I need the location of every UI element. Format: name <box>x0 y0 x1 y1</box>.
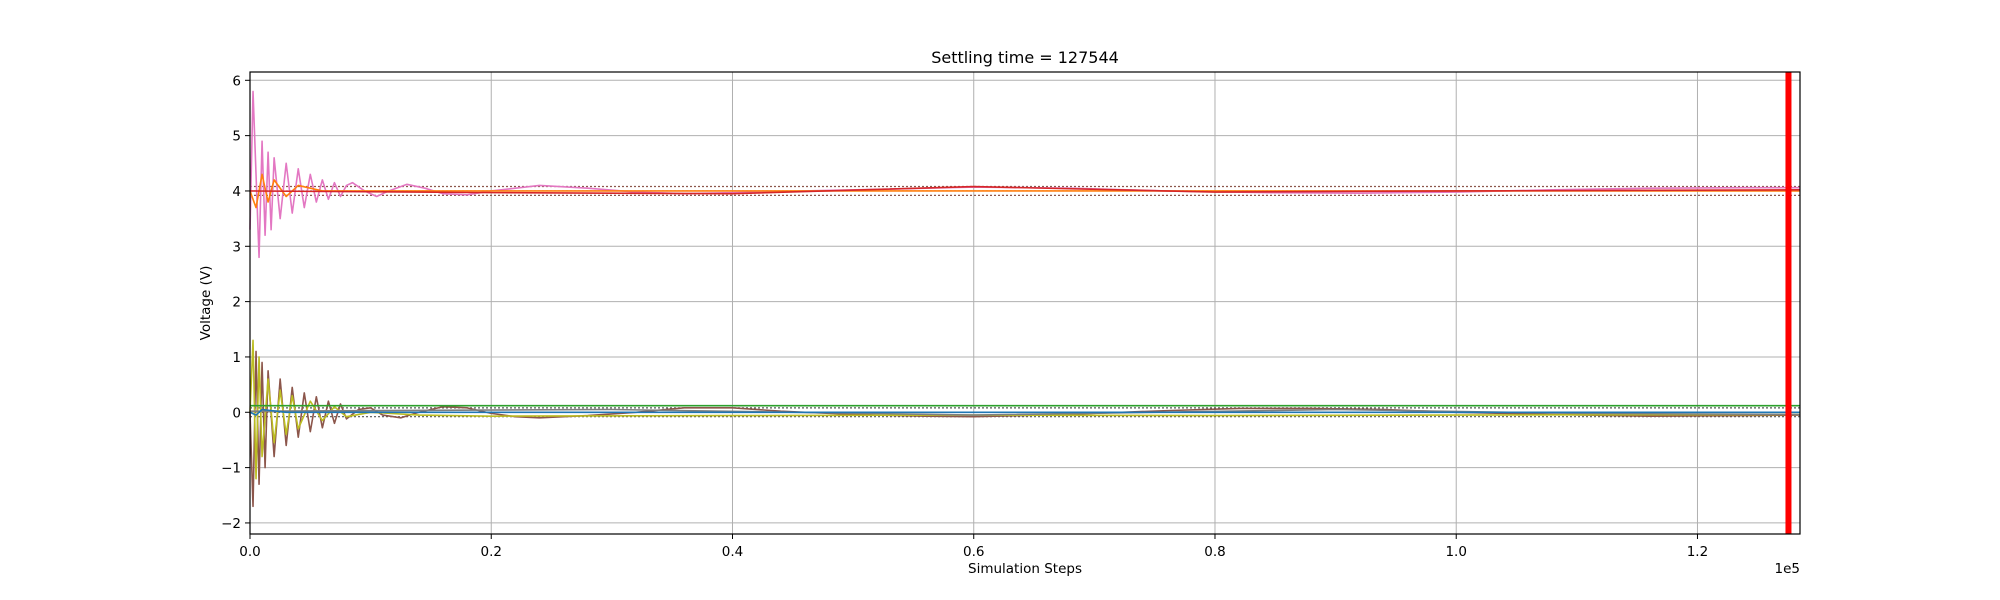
x-tick-label: 1.2 <box>1687 544 1708 560</box>
series-line <box>249 173 1800 209</box>
x-axis-label: Simulation Steps <box>968 561 1082 577</box>
x-tick-label: 1.0 <box>1445 544 1466 560</box>
series-line <box>249 350 1801 508</box>
y-tick-label: −2 <box>221 516 241 532</box>
y-tick-label: −1 <box>221 461 241 477</box>
x-tick-label: 0.2 <box>481 544 502 560</box>
chart-title: Settling time = 127544 <box>931 48 1119 67</box>
y-axis-ticks: −2 −1 0 1 2 3 4 5 6 <box>221 73 250 532</box>
plot-frame <box>249 71 1801 535</box>
series-lines <box>249 90 1801 508</box>
plot-area <box>250 72 1800 534</box>
y-tick-label: 6 <box>232 73 241 89</box>
x-tick-label: 0.8 <box>1204 544 1225 560</box>
x-tick-label: 0.0 <box>239 544 260 560</box>
series-line <box>249 408 1800 416</box>
y-tick-label: 1 <box>232 350 241 366</box>
series-line <box>249 339 1801 480</box>
y-tick-label: 5 <box>232 129 241 145</box>
y-tick-label: 3 <box>232 239 241 255</box>
x-axis-offset-text: 1e5 <box>1775 561 1800 577</box>
series-line <box>249 185 1801 195</box>
y-tick-label: 4 <box>232 184 241 200</box>
x-axis-ticks: 0.0 0.2 0.4 0.6 0.8 1.0 1.2 <box>239 534 1708 560</box>
x-tick-label: 0.4 <box>722 544 743 560</box>
y-axis-label: Voltage (V) <box>198 266 214 341</box>
y-tick-label: 0 <box>232 405 241 421</box>
y-tick-label: 2 <box>232 295 241 311</box>
x-tick-label: 0.6 <box>963 544 984 560</box>
